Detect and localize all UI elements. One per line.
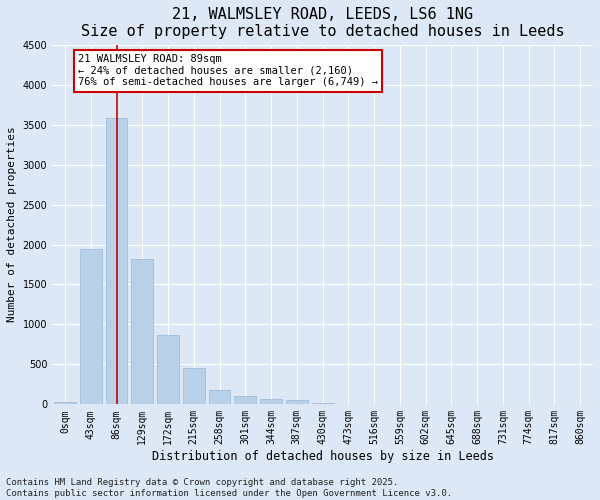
Bar (106, 118, 127, 405)
Bar (260, 399, 282, 404)
Text: Contains HM Land Registry data © Crown copyright and database right 2025.
Contai: Contains HM Land Registry data © Crown c… (6, 478, 452, 498)
Bar (183, 368, 205, 405)
Bar (131, 259, 153, 404)
Y-axis label: Number of detached properties: Number of detached properties (7, 126, 17, 322)
Bar (54, 402, 76, 404)
Bar (80, 248, 101, 404)
Bar (209, 390, 230, 404)
X-axis label: Distribution of detached houses by size in Leeds: Distribution of detached houses by size … (152, 450, 494, 463)
Bar (235, 396, 256, 404)
Bar (286, 400, 308, 404)
Bar (311, 403, 334, 404)
Text: 21 WALMSLEY ROAD: 89sqm
← 24% of detached houses are smaller (2,160)
76% of semi: 21 WALMSLEY ROAD: 89sqm ← 24% of detache… (78, 54, 378, 88)
Title: 21, WALMSLEY ROAD, LEEDS, LS6 1NG
Size of property relative to detached houses i: 21, WALMSLEY ROAD, LEEDS, LS6 1NG Size o… (81, 7, 565, 40)
Bar (157, 335, 179, 404)
